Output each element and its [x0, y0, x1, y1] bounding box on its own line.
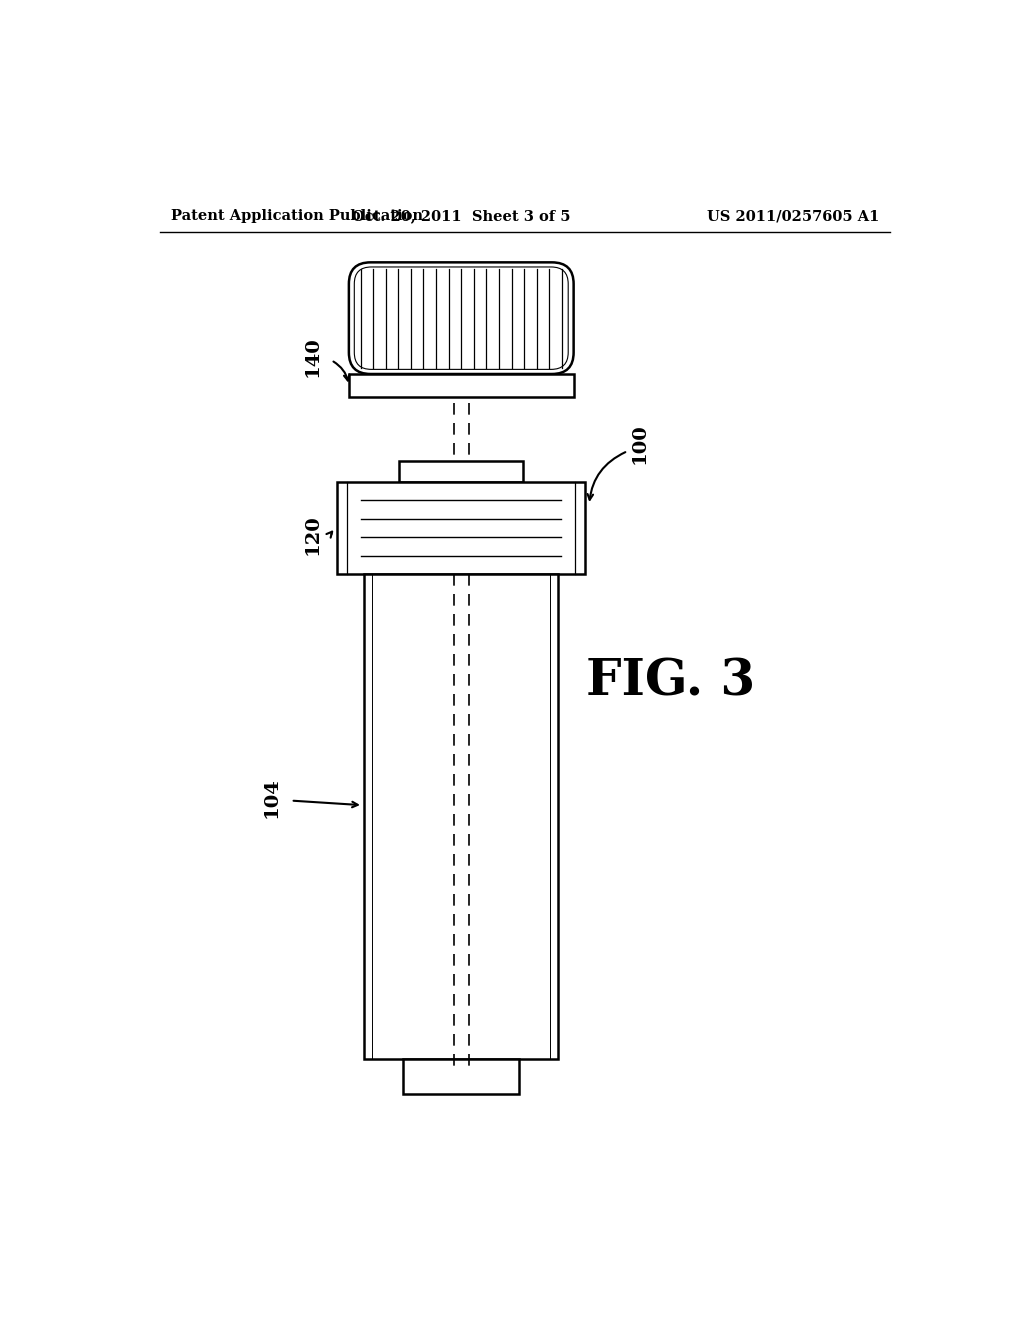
Text: 140: 140	[303, 337, 322, 378]
FancyBboxPatch shape	[349, 263, 573, 374]
Text: 120: 120	[303, 513, 322, 554]
Bar	[337, 482, 586, 574]
Text: FIG. 3: FIG. 3	[586, 657, 755, 706]
Text: 104: 104	[262, 777, 281, 818]
Bar	[399, 461, 523, 482]
Text: Patent Application Publication: Patent Application Publication	[171, 209, 423, 223]
Bar	[365, 574, 558, 1059]
Bar	[403, 1059, 519, 1094]
Text: US 2011/0257605 A1: US 2011/0257605 A1	[708, 209, 880, 223]
Bar	[349, 374, 573, 397]
Text: 100: 100	[631, 422, 648, 463]
FancyBboxPatch shape	[354, 267, 568, 370]
Text: Oct. 20, 2011  Sheet 3 of 5: Oct. 20, 2011 Sheet 3 of 5	[352, 209, 570, 223]
